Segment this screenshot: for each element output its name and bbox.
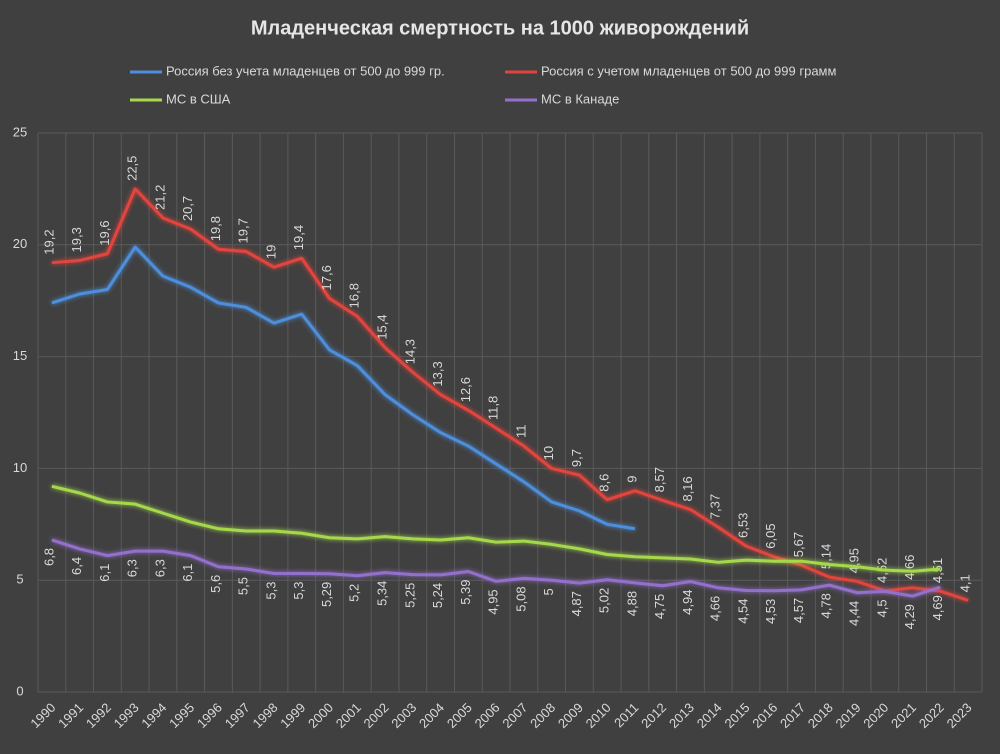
data-label: 19,8: [208, 216, 223, 241]
data-label: 5,3: [291, 581, 306, 599]
data-label: 9,7: [569, 449, 584, 467]
legend-label: МС в Канаде: [541, 91, 619, 106]
data-label: 5,6: [208, 575, 223, 593]
data-label: 5,67: [791, 532, 806, 557]
series-line: [51, 484, 941, 573]
data-label: 4,5: [874, 599, 889, 617]
data-label: 5,2: [347, 584, 362, 602]
legend-label: Россия без учета младенцев от 500 до 999…: [166, 63, 445, 78]
data-label: 19,4: [291, 225, 306, 250]
y-tick-label: 5: [16, 572, 23, 587]
data-label: 5,08: [513, 586, 528, 611]
data-label: 4,54: [735, 598, 750, 623]
data-label: 6,4: [69, 557, 84, 575]
data-label: 5,3: [263, 581, 278, 599]
data-label: 16,8: [347, 283, 362, 308]
data-label: 11,8: [486, 396, 501, 420]
data-label: 4,29: [902, 604, 917, 629]
data-label: 4,66: [708, 596, 723, 621]
data-label: 19,3: [69, 227, 84, 252]
data-label: 6,3: [125, 559, 140, 577]
data-label: 8,6: [597, 474, 612, 492]
data-label: 19,6: [97, 220, 112, 245]
data-label: 10: [541, 446, 556, 460]
data-label: 5,25: [402, 583, 417, 608]
data-label: 20,7: [180, 196, 195, 221]
y-tick-label: 15: [13, 348, 27, 363]
data-label: 5,34: [374, 581, 389, 606]
data-label: 17,6: [319, 265, 334, 290]
legend-label: МС в США: [166, 91, 231, 106]
data-label: 14,3: [402, 339, 417, 364]
data-label: 4,1: [958, 574, 973, 592]
data-label: 4,57: [791, 598, 806, 623]
data-label: 5,29: [319, 582, 334, 607]
data-label: 4,94: [680, 590, 695, 615]
data-label: 15,4: [374, 314, 389, 339]
y-tick-label: 25: [13, 124, 27, 139]
data-label: 6,1: [97, 564, 112, 582]
data-label: 4,88: [624, 591, 639, 616]
series-line: [51, 538, 941, 598]
data-label: 11: [513, 425, 528, 439]
data-label: 9: [624, 476, 639, 483]
data-label: 4,95: [846, 548, 861, 573]
data-label: 19,2: [41, 229, 56, 254]
data-label: 4,87: [569, 591, 584, 616]
data-label: 4,75: [652, 594, 667, 619]
y-tick-label: 0: [16, 683, 23, 698]
data-label: 4,78: [819, 593, 834, 618]
data-label: 4,95: [486, 589, 501, 614]
series-line: [51, 187, 969, 602]
y-tick-label: 10: [13, 460, 27, 475]
data-label: 6,1: [180, 564, 195, 582]
data-label: 21,2: [152, 185, 167, 210]
data-label: 4,53: [763, 599, 778, 624]
data-label: 6,3: [152, 559, 167, 577]
data-label: 13,3: [430, 361, 445, 386]
data-label: 22,5: [125, 156, 140, 181]
data-label: 6,05: [763, 523, 778, 548]
legend-label: Россия с учетом младенцев от 500 до 999 …: [541, 63, 836, 78]
data-label: 8,16: [680, 476, 695, 501]
data-label: 4,44: [846, 601, 861, 626]
data-label: 5,02: [597, 588, 612, 613]
data-label: 6,8: [41, 548, 56, 566]
y-tick-label: 20: [13, 236, 27, 251]
data-label: 8,57: [652, 467, 667, 492]
data-label: 5,24: [430, 583, 445, 608]
data-label: 19: [263, 245, 278, 259]
data-label: 5,39: [458, 579, 473, 604]
data-label: 4,66: [902, 554, 917, 579]
data-label: 12,6: [458, 377, 473, 402]
chart-title: Младенческая смертность на 1000 живорожд…: [251, 17, 749, 39]
data-label: 6,53: [735, 513, 750, 538]
data-label: 5,5: [236, 577, 251, 595]
data-label: 4,69: [930, 595, 945, 620]
series-line: [51, 245, 636, 531]
data-label: 7,37: [708, 494, 723, 519]
data-label: 5: [541, 588, 556, 595]
data-label: 19,7: [236, 218, 251, 243]
